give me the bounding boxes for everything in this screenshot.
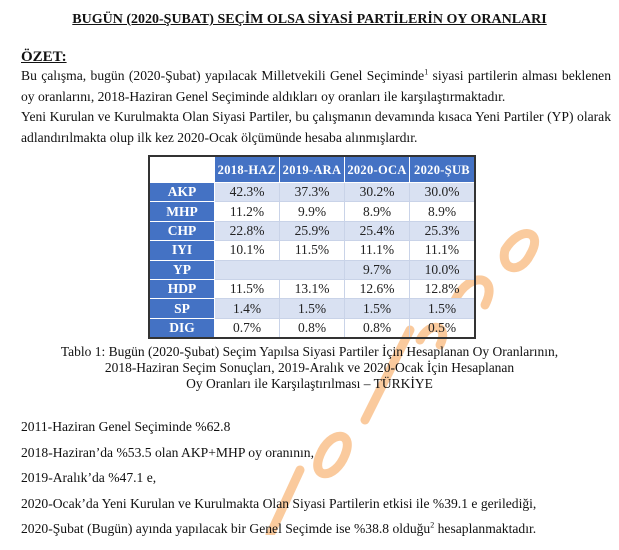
caption-line: Tablo 1: Bugün (2020-Şubat) Seçim Yapıls… (60, 344, 559, 360)
vote-share-cell: 12.6% (344, 278, 410, 300)
table-caption: Tablo 1: Bugün (2020-Şubat) Seçim Yapıls… (0, 344, 619, 392)
party-label: SP (148, 298, 215, 319)
watermark-stroke (499, 229, 540, 272)
vote-share-table: 2018-HAZ 2019-ARA 2020-OCA 2020-ŞUB AKP 42.3… (148, 155, 476, 340)
summary-heading: ÖZET: (21, 49, 67, 65)
page-title: BUGÜN (2020-ŞUBAT) SEÇİM OLSA SİYASİ PAR… (72, 12, 547, 27)
vote-share-cell: 8.9% (409, 201, 476, 222)
column-header: 2020-OCA (344, 155, 410, 183)
vote-share-cell: 11.2% (214, 201, 280, 222)
summary-lines: 2011-Haziran Genel Seçiminde %62.8 2018-… (0, 414, 619, 542)
paragraph-text: Bu çalışma, bugün (2020-Şubat) yapılacak… (21, 68, 425, 83)
vote-share-cell: 11.5% (214, 278, 280, 300)
vote-share-cell: 8.9% (344, 201, 410, 222)
line-text: 2020-Şubat (Bugün) ayında yapılacak bir … (21, 521, 431, 537)
line-text: hesaplanmaktadır. (434, 521, 537, 537)
column-header: 2020-ŞUB (409, 155, 476, 183)
vote-share-cell: 0.5% (409, 317, 476, 339)
summary-line: 2020-Şubat (Bugün) ayında yapılacak bir … (21, 516, 611, 542)
vote-share-cell: 25.3% (409, 220, 476, 242)
vote-share-cell: 11.5% (279, 240, 345, 261)
summary-line: 2019-Aralık’da %47.1 e, (21, 470, 157, 486)
table-row: DIG 0.7% 0.8% 0.8% 0.5% (148, 317, 476, 339)
table-row: AKP 42.3% 37.3% 30.2% 30.0% (148, 181, 476, 203)
paragraph-intro: Bu çalışma, bugün (2020-Şubat) yapılacak… (21, 66, 611, 107)
vote-share-cell: 1.5% (409, 298, 476, 319)
vote-share-cell: 9.9% (279, 201, 345, 222)
vote-share-cell: 42.3% (214, 181, 280, 203)
party-label: HDP (148, 278, 215, 300)
vote-share-cell: 10.0% (409, 259, 476, 280)
vote-share-cell: 30.0% (409, 181, 476, 203)
vote-share-cell: 22.8% (214, 220, 280, 242)
table-corner (148, 155, 215, 183)
party-label: AKP (148, 181, 215, 203)
vote-share-cell: 12.8% (409, 278, 476, 300)
table-row: HDP 11.5% 13.1% 12.6% 12.8% (148, 278, 476, 300)
party-label: CHP (148, 220, 215, 242)
vote-share-cell: 1.5% (279, 298, 345, 319)
party-label: DIG (148, 317, 215, 339)
table-row: SP 1.4% 1.5% 1.5% 1.5% (148, 298, 476, 319)
table-row: MHP 11.2% 9.9% 8.9% 8.9% (148, 201, 476, 222)
paragraph-new-parties: Yeni Kurulan ve Kurulmakta Olan Siyasi P… (21, 109, 611, 145)
watermark-stroke (360, 325, 415, 425)
summary-line: 2018-Haziran’da %53.5 olan AKP+MHP oy or… (21, 444, 314, 460)
vote-share-cell: 1.4% (214, 298, 280, 319)
party-label: MHP (148, 201, 215, 222)
party-label: IYI (148, 240, 215, 261)
table-row: IYI 10.1% 11.5% 11.1% 11.1% (148, 240, 476, 261)
vote-share-cell: 0.8% (344, 317, 410, 339)
vote-share-cell: 1.5% (344, 298, 410, 319)
vote-share-cell: 0.7% (214, 317, 280, 339)
watermark-stroke (313, 431, 352, 479)
vote-share-cell: 25.4% (344, 220, 410, 242)
caption-line: Oy Oranları ile Karşılaştırılması – TÜRK… (186, 376, 433, 392)
party-label: YP (148, 259, 215, 280)
vote-share-cell: 25.9% (279, 220, 345, 242)
vote-share-cell: 30.2% (344, 181, 410, 203)
column-header: 2019-ARA (279, 155, 345, 183)
table-row: YP 9.7% 10.0% (148, 259, 476, 280)
column-header: 2018-HAZ (214, 155, 280, 183)
vote-share-cell: 11.1% (409, 240, 476, 261)
summary-line: 2011-Haziran Genel Seçiminde %62.8 (21, 419, 231, 435)
caption-line: 2018-Haziran Seçim Sonuçları, 2019-Aralı… (104, 360, 515, 376)
summary-line: 2020-Ocak’da Yeni Kurulan ve Kurulmakta … (21, 495, 537, 511)
vote-share-cell: 37.3% (279, 181, 345, 203)
footnote-ref[interactable]: 1 (424, 67, 429, 77)
vote-share-cell: 10.1% (214, 240, 280, 261)
vote-share-cell: 13.1% (279, 278, 345, 300)
empty-cell (214, 259, 345, 280)
vote-share-cell: 0.8% (279, 317, 345, 339)
watermark-stroke (265, 465, 305, 535)
paragraph-text: siyasi partilerin alması beklenen oy ora… (21, 68, 611, 104)
footnote-ref[interactable]: 2 (430, 520, 435, 530)
vote-share-cell: 9.7% (344, 259, 410, 280)
vote-share-cell: 11.1% (344, 240, 410, 261)
table-row: CHP 22.8% 25.9% 25.4% 25.3% (148, 220, 476, 242)
